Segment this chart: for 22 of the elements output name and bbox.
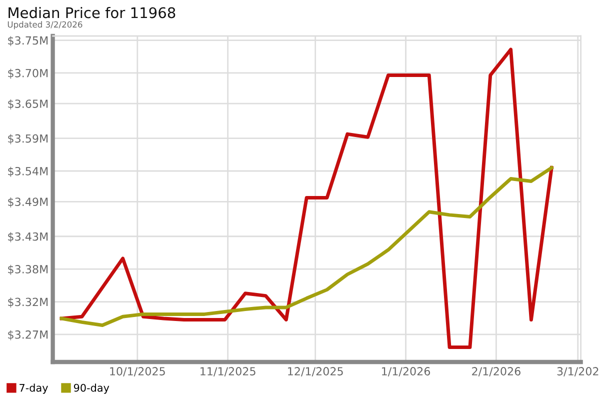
legend-label: 90-day [74, 384, 110, 394]
y-tick-label: $3.70M [8, 68, 48, 79]
chart-subtitle: Updated 3/2/2026 [8, 21, 82, 30]
x-tick-label: 10/1/2025 [110, 367, 165, 376]
x-tick-label: 3/1/202 [557, 367, 598, 376]
x-tick-label: 12/1/2025 [288, 367, 343, 376]
y-tick-label: $3.32M [8, 298, 48, 308]
y-tick-label: $3.43M [8, 232, 48, 242]
x-tick-label: 11/1/2025 [200, 367, 256, 376]
y-tick-label: $3.49M [8, 197, 48, 208]
y-tick-label: $3.38M [8, 264, 48, 275]
line-series [60, 48, 554, 350]
line-series [60, 166, 554, 327]
y-tick-label: $3.27M [8, 330, 48, 340]
y-tick-label: $3.54M [8, 166, 48, 177]
y-tick-label: $3.59M [8, 134, 48, 144]
x-tick-label: 1/1/2026 [382, 367, 430, 376]
legend-label: 7-day [20, 384, 48, 394]
chart-title: Median Price for 11968 [8, 6, 176, 18]
x-tick-label: 2/1/2026 [472, 367, 520, 376]
y-tick-label: $3.65M [8, 99, 48, 110]
y-tick-label: $3.75M [8, 36, 48, 46]
